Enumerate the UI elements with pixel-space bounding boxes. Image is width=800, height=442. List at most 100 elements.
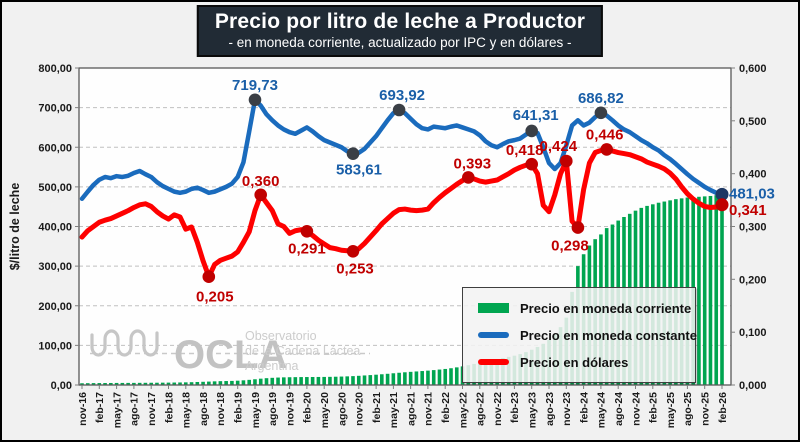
svg-text:may-23: may-23 xyxy=(527,392,539,428)
watermark-brand: OCLA xyxy=(174,333,287,377)
svg-text:feb-20: feb-20 xyxy=(302,392,314,423)
svg-text:0,400: 0,400 xyxy=(739,169,767,181)
svg-text:nov-18: nov-18 xyxy=(215,392,227,426)
data-point-marker xyxy=(254,188,267,202)
svg-text:may-21: may-21 xyxy=(388,392,400,428)
svg-text:may-22: may-22 xyxy=(457,392,469,428)
svg-text:400,00: 400,00 xyxy=(38,222,72,234)
svg-text:ago-17: ago-17 xyxy=(129,392,141,426)
svg-text:nov-21: nov-21 xyxy=(423,392,435,426)
data-point-markers-and-labels: 719,73 583,61 693,92 641,31 686,82 0,205 0,360… xyxy=(196,77,624,306)
line-dolares xyxy=(79,146,725,280)
data-label: 686,82 xyxy=(578,90,624,107)
legend-item: Precio en moneda corriente xyxy=(478,296,692,320)
svg-text:may-25: may-25 xyxy=(665,392,677,428)
legend-item: Precio en moneda constante xyxy=(478,323,697,347)
data-label: 0,360 xyxy=(242,173,280,190)
svg-text:300,00: 300,00 xyxy=(38,261,72,273)
data-point-marker xyxy=(300,225,314,238)
legend-swatch-line xyxy=(478,359,509,365)
svg-text:nov-17: nov-17 xyxy=(146,392,158,426)
svg-text:feb-21: feb-21 xyxy=(371,392,383,423)
svg-text:ago-20: ago-20 xyxy=(336,392,348,426)
left-axis-title: $/litro de leche xyxy=(8,183,22,271)
data-point-marker xyxy=(525,124,538,138)
data-label: 0,205 xyxy=(196,289,234,306)
legend-swatch-bar xyxy=(478,303,509,313)
legend-item-label: Precio en moneda corriente xyxy=(520,300,692,316)
svg-text:may-20: may-20 xyxy=(319,392,331,428)
svg-text:0,600: 0,600 xyxy=(739,63,767,75)
svg-text:ago-22: ago-22 xyxy=(475,392,487,426)
data-label: 0,446 xyxy=(586,126,624,143)
data-point-marker xyxy=(525,157,538,171)
legend-item-label: Precio en dólares xyxy=(520,354,629,370)
left-axis-labels: 800,00 700,00 600,00 500,00 400,00 300,00 200,… xyxy=(38,63,72,392)
svg-text:ago-18: ago-18 xyxy=(198,392,210,426)
svg-text:may-24: may-24 xyxy=(596,392,608,428)
data-label: 583,61 xyxy=(336,162,382,179)
svg-text:800,00: 800,00 xyxy=(38,63,72,75)
svg-text:nov-23: nov-23 xyxy=(561,392,573,426)
data-label: 0,393 xyxy=(454,155,492,172)
chart-title: Precio por litro de leche a Productor xyxy=(214,10,586,33)
end-value-labels: 481,030,341 xyxy=(715,185,775,219)
svg-text:feb-23: feb-23 xyxy=(509,392,521,423)
data-point-marker xyxy=(202,270,216,284)
svg-text:nov-22: nov-22 xyxy=(492,392,504,426)
svg-text:may-17: may-17 xyxy=(111,392,123,428)
svg-text:nov-20: nov-20 xyxy=(354,392,366,426)
data-point-marker xyxy=(462,171,475,184)
legend-swatch-line xyxy=(478,332,509,338)
svg-text:600,00: 600,00 xyxy=(38,142,72,154)
svg-text:ago-24: ago-24 xyxy=(613,392,625,426)
end-value-label: 481,03 xyxy=(729,185,775,202)
data-label: 0,418 xyxy=(506,142,544,159)
svg-text:nov-25: nov-25 xyxy=(700,392,712,426)
data-label: 0,291 xyxy=(288,240,326,257)
data-point-marker xyxy=(346,147,360,160)
svg-text:0,100: 0,100 xyxy=(739,327,767,339)
svg-text:feb-22: feb-22 xyxy=(440,392,452,423)
watermark-line2: de la Cadena Láctea xyxy=(245,344,360,358)
data-label: 0,424 xyxy=(540,138,578,155)
chart-title-box: Precio por litro de leche a Productor - … xyxy=(196,5,604,57)
right-axis-labels: 0,600 0,500 0,400 0,300 0,200 0,100 0,000 xyxy=(739,63,767,392)
data-point-marker xyxy=(594,106,608,120)
x-axis-labels: nov-16 feb-17 may-17 ago-17 nov-17 feb-18 may-… xyxy=(77,392,729,428)
svg-text:200,00: 200,00 xyxy=(38,301,72,313)
svg-text:500,00: 500,00 xyxy=(38,182,72,194)
svg-text:nov-16: nov-16 xyxy=(77,392,89,426)
data-label: 719,73 xyxy=(232,77,278,94)
svg-text:feb-19: feb-19 xyxy=(233,392,245,423)
data-point-marker xyxy=(571,221,585,234)
data-point-marker xyxy=(560,154,573,168)
end-point-marker xyxy=(715,198,729,212)
svg-text:may-18: may-18 xyxy=(181,392,193,428)
chart-legend: Precio en moneda corriente Precio en mone… xyxy=(462,287,697,383)
data-label: 0,298 xyxy=(551,238,589,255)
svg-text:feb-17: feb-17 xyxy=(94,392,106,423)
svg-text:0,500: 0,500 xyxy=(739,116,767,128)
svg-text:feb-26: feb-26 xyxy=(717,392,729,423)
watermark-line1: Observatorio xyxy=(245,329,317,343)
svg-text:nov-24: nov-24 xyxy=(630,392,642,426)
svg-text:ago-23: ago-23 xyxy=(544,392,556,426)
chart-subtitle: - en moneda corriente, actualizado por I… xyxy=(228,35,572,50)
svg-text:700,00: 700,00 xyxy=(38,103,72,115)
ocla-logo-icon xyxy=(90,329,159,357)
data-point-marker xyxy=(392,103,406,117)
svg-text:feb-24: feb-24 xyxy=(578,392,590,423)
svg-text:0,300: 0,300 xyxy=(739,222,767,234)
svg-text:ago-21: ago-21 xyxy=(405,392,417,426)
data-label: 641,31 xyxy=(513,107,559,124)
svg-text:feb-25: feb-25 xyxy=(648,392,660,423)
svg-text:0,000: 0,000 xyxy=(739,380,767,392)
legend-item: Precio en dólares xyxy=(478,350,689,374)
end-value-label: 0,341 xyxy=(729,202,767,219)
data-point-marker xyxy=(248,93,262,107)
svg-text:100,00: 100,00 xyxy=(38,340,72,352)
svg-text:0,200: 0,200 xyxy=(739,274,767,286)
